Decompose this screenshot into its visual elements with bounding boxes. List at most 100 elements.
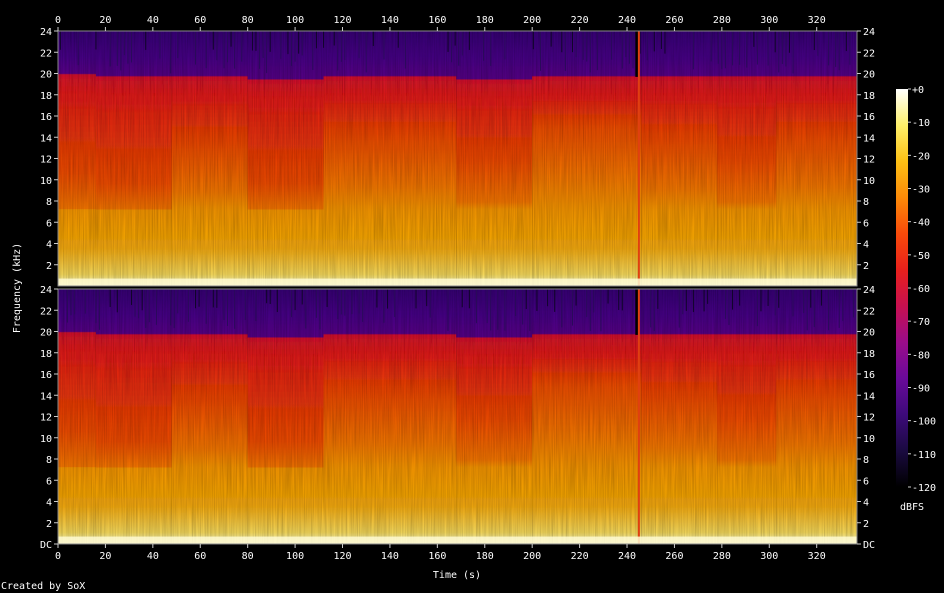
- spectrum-segment: [641, 31, 718, 286]
- y-tick-label: 14: [863, 133, 875, 144]
- y-tick-label: 20: [40, 328, 52, 339]
- y-tick-label: 16: [40, 112, 52, 123]
- y-tick-label: 10: [863, 176, 875, 187]
- colorbar-tick-label: -80: [912, 350, 930, 361]
- y-tick-label: 20: [40, 70, 52, 81]
- x-tick-label: 120: [333, 551, 351, 562]
- y-tick-label: 18: [40, 91, 52, 102]
- colorbar-label: dBFS: [900, 502, 924, 513]
- x-tick-label: 320: [808, 551, 826, 562]
- spectrum-segment: [717, 289, 777, 544]
- x-tick-label: 260: [665, 15, 683, 26]
- spectrum-segment: [171, 289, 248, 544]
- y-tick-label: 8: [46, 455, 52, 466]
- spectrum-segment: [247, 31, 324, 286]
- spectrum-segment: [641, 289, 718, 544]
- x-tick-label: 100: [286, 15, 304, 26]
- colorbar-tick-label: -60: [912, 284, 930, 295]
- y-tick-label: 18: [863, 349, 875, 360]
- x-tick-label: 240: [618, 15, 636, 26]
- x-tick-label: 140: [381, 15, 399, 26]
- y-tick-label: DC: [40, 540, 52, 551]
- y-tick-label: 4: [46, 240, 52, 251]
- spectrum-segment: [323, 289, 457, 544]
- x-tick-label: 60: [194, 15, 206, 26]
- x-tick-label: 0: [55, 551, 61, 562]
- spectrum-segment: [532, 289, 642, 544]
- spectrum-segment: [171, 31, 248, 286]
- colorbar-tick-label: -110: [912, 450, 936, 461]
- spectrum-segment: [532, 31, 642, 286]
- y-tick-label: 10: [40, 176, 52, 187]
- x-tick-label: 80: [242, 15, 254, 26]
- colorbar-tick-label: -40: [912, 218, 930, 229]
- x-tick-label: 280: [713, 551, 731, 562]
- colorbar-tick-label: -30: [912, 185, 930, 196]
- x-tick-label: 100: [286, 551, 304, 562]
- spectrum-segment: [776, 289, 857, 544]
- y-tick-label: 12: [40, 155, 52, 166]
- y-tick-label: 10: [40, 434, 52, 445]
- y-tick-label: 24: [863, 27, 875, 38]
- colorbar-tick-label: +0: [912, 85, 924, 96]
- x-tick-label: 180: [476, 551, 494, 562]
- spectrum-segment: [456, 289, 533, 544]
- y-tick-label: 2: [46, 261, 52, 272]
- dbfs-colorbar: +0 -10 -20 -30 -40 -50 -60 -70 -80 -90 -100 -110 -12…: [896, 85, 936, 494]
- x-axis-label: Time (s): [433, 570, 481, 581]
- colorbar-tick-label: -70: [912, 317, 930, 328]
- y-tick-label: 12: [863, 413, 875, 424]
- y-tick-label: 4: [863, 240, 869, 251]
- y-tick-label: 20: [863, 328, 875, 339]
- x-tick-label: 180: [476, 15, 494, 26]
- y-tick-label: 12: [863, 155, 875, 166]
- silence-gap: [635, 289, 639, 335]
- x-tick-label: 220: [571, 15, 589, 26]
- dc-band: [58, 278, 857, 286]
- x-tick-label: 300: [760, 551, 778, 562]
- spectrum-segment: [95, 31, 172, 286]
- spectrum-segment: [717, 31, 777, 286]
- y-tick-label: 10: [863, 434, 875, 445]
- spectrogram-plot-area: [57, 30, 858, 545]
- channel-1-spectrogram: [57, 30, 858, 287]
- x-tick-label: 320: [808, 15, 826, 26]
- y-tick-label: 20: [863, 70, 875, 81]
- y-tick-label: 24: [40, 285, 52, 296]
- colorbar-scale: [896, 89, 908, 487]
- y-tick-label: 8: [863, 455, 869, 466]
- y-tick-label: 8: [863, 197, 869, 208]
- x-tick-label: 40: [147, 15, 159, 26]
- y-tick-label: 16: [863, 370, 875, 381]
- y-tick-label: 4: [46, 498, 52, 509]
- y-tick-label: 14: [40, 133, 52, 144]
- colorbar-tick-label: -90: [912, 384, 930, 395]
- y-tick-label: 8: [46, 197, 52, 208]
- x-tick-label: 0: [55, 15, 61, 26]
- spectrum-segment: [58, 31, 96, 286]
- y-tick-label: 16: [40, 370, 52, 381]
- y-tick-label: 12: [40, 413, 52, 424]
- dc-band: [58, 536, 857, 544]
- y-tick-label: 14: [863, 391, 875, 402]
- x-tick-label: 20: [99, 551, 111, 562]
- spectrum-segment: [58, 289, 96, 544]
- spectrum-segment: [247, 289, 324, 544]
- x-tick-label: 60: [194, 551, 206, 562]
- y-tick-label: 22: [40, 306, 52, 317]
- y-tick-label: 2: [46, 519, 52, 530]
- y-tick-label: DC: [863, 540, 875, 551]
- colorbar-tick-label: -50: [912, 251, 930, 262]
- x-tick-label: 200: [523, 551, 541, 562]
- spectrum-segment: [456, 31, 533, 286]
- x-tick-label: 140: [381, 551, 399, 562]
- y-tick-label: 24: [863, 285, 875, 296]
- y-tick-label: 2: [863, 261, 869, 272]
- spectrum-segment: [95, 289, 172, 544]
- x-tick-label: 160: [428, 15, 446, 26]
- y-tick-label: 6: [46, 218, 52, 229]
- sox-credit: Created by SoX: [1, 581, 85, 592]
- x-tick-label: 20: [99, 15, 111, 26]
- x-tick-label: 40: [147, 551, 159, 562]
